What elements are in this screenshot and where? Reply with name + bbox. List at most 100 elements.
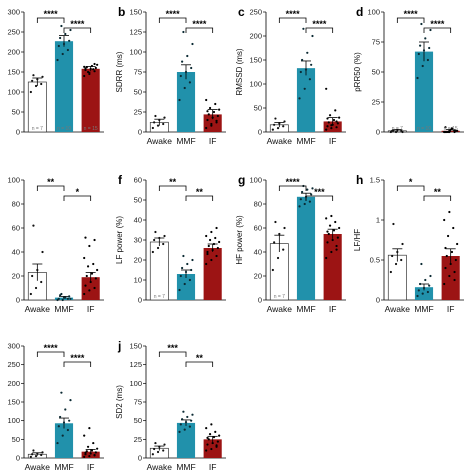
data-point [424, 278, 427, 282]
significance-label: *** [167, 343, 178, 353]
data-point [40, 280, 43, 284]
data-point [444, 126, 447, 129]
bar-mmf [54, 41, 74, 133]
significance-label: **** [44, 343, 59, 353]
bar-mmf [176, 72, 196, 132]
data-point [179, 423, 182, 426]
significance-label: **** [430, 19, 445, 29]
data-point [310, 63, 313, 66]
data-point [216, 440, 219, 443]
data-point [154, 230, 157, 234]
data-point [206, 250, 209, 254]
data-point [29, 292, 32, 296]
data-point [188, 425, 191, 428]
n-label: n = 10 [417, 126, 431, 132]
data-point [84, 68, 87, 72]
data-point [184, 70, 188, 74]
data-point [453, 278, 456, 282]
data-point [60, 292, 63, 296]
y-tick-label: 200 [7, 379, 20, 388]
y-tick-label: 1.5 [370, 176, 380, 185]
data-point [86, 265, 90, 268]
data-point [205, 427, 208, 430]
significance-label: *** [314, 187, 325, 197]
significance-bracket [63, 195, 92, 201]
significance-bracket [305, 27, 334, 33]
y-tick-label: 20 [12, 272, 20, 281]
significance-bracket [185, 27, 214, 33]
significance-label: **** [70, 19, 85, 29]
data-point [92, 262, 95, 266]
y-tick-label: 100 [129, 48, 142, 57]
data-point [186, 415, 189, 419]
data-point [210, 423, 213, 426]
data-point [66, 48, 69, 52]
significance-label: ** [196, 187, 204, 197]
data-point [394, 130, 398, 134]
bar-mmf [296, 196, 316, 300]
data-point [216, 246, 219, 250]
data-point [334, 109, 337, 112]
significance-bracket [185, 195, 214, 201]
data-point [69, 297, 72, 300]
y-tick-label: 150 [249, 56, 262, 65]
data-point [330, 127, 333, 130]
data-point [206, 118, 209, 122]
y-tick-label: 50 [372, 68, 380, 77]
y-tick-label: 50 [134, 416, 142, 425]
data-point [299, 70, 302, 74]
y-tick-label: 50 [254, 104, 262, 113]
panel-letter-b: b [118, 5, 125, 19]
data-point [179, 74, 182, 78]
data-point [210, 447, 213, 451]
data-point [422, 49, 426, 52]
data-point [29, 455, 32, 458]
data-point [336, 122, 339, 125]
data-point [83, 455, 86, 458]
bar-if [81, 451, 100, 458]
significance-bracket [63, 361, 92, 367]
x-tick-label: MMF [414, 304, 433, 314]
data-point [419, 44, 422, 47]
data-point [301, 58, 304, 62]
data-point [215, 254, 218, 258]
data-point [153, 238, 156, 242]
y-tick-label: 0 [16, 454, 20, 463]
data-point [92, 68, 95, 71]
data-point [163, 234, 166, 238]
significance-bracket [36, 185, 65, 191]
y-tick-label: 50 [134, 88, 142, 97]
data-point [184, 421, 188, 424]
data-point [66, 428, 69, 432]
data-point [181, 418, 184, 421]
data-point [32, 224, 35, 227]
data-point [85, 450, 88, 453]
data-point [448, 274, 451, 278]
data-point [205, 126, 208, 130]
data-point [328, 114, 332, 117]
data-point [302, 27, 305, 30]
data-point [62, 42, 66, 46]
data-point [448, 210, 451, 214]
x-tick-label: MMF [54, 462, 73, 472]
data-point [64, 296, 67, 299]
significance-label: **** [192, 19, 207, 29]
significance-bracket [396, 17, 425, 23]
data-point [190, 419, 193, 422]
x-tick-label: IF [447, 304, 455, 314]
data-point [325, 128, 328, 131]
significance-bracket [158, 351, 187, 357]
y-axis-label-c: RMSSD (ms) [235, 48, 244, 95]
data-point [336, 236, 339, 239]
x-tick-label: Awake [147, 136, 173, 146]
data-point [179, 274, 182, 278]
significance-bracket [158, 185, 187, 191]
data-point [389, 270, 392, 274]
data-point [273, 123, 276, 126]
data-point [428, 46, 431, 50]
y-tick-label: 75 [134, 398, 142, 407]
data-point [182, 410, 185, 413]
data-point [64, 32, 67, 36]
data-point [90, 449, 94, 452]
data-point [212, 110, 216, 114]
